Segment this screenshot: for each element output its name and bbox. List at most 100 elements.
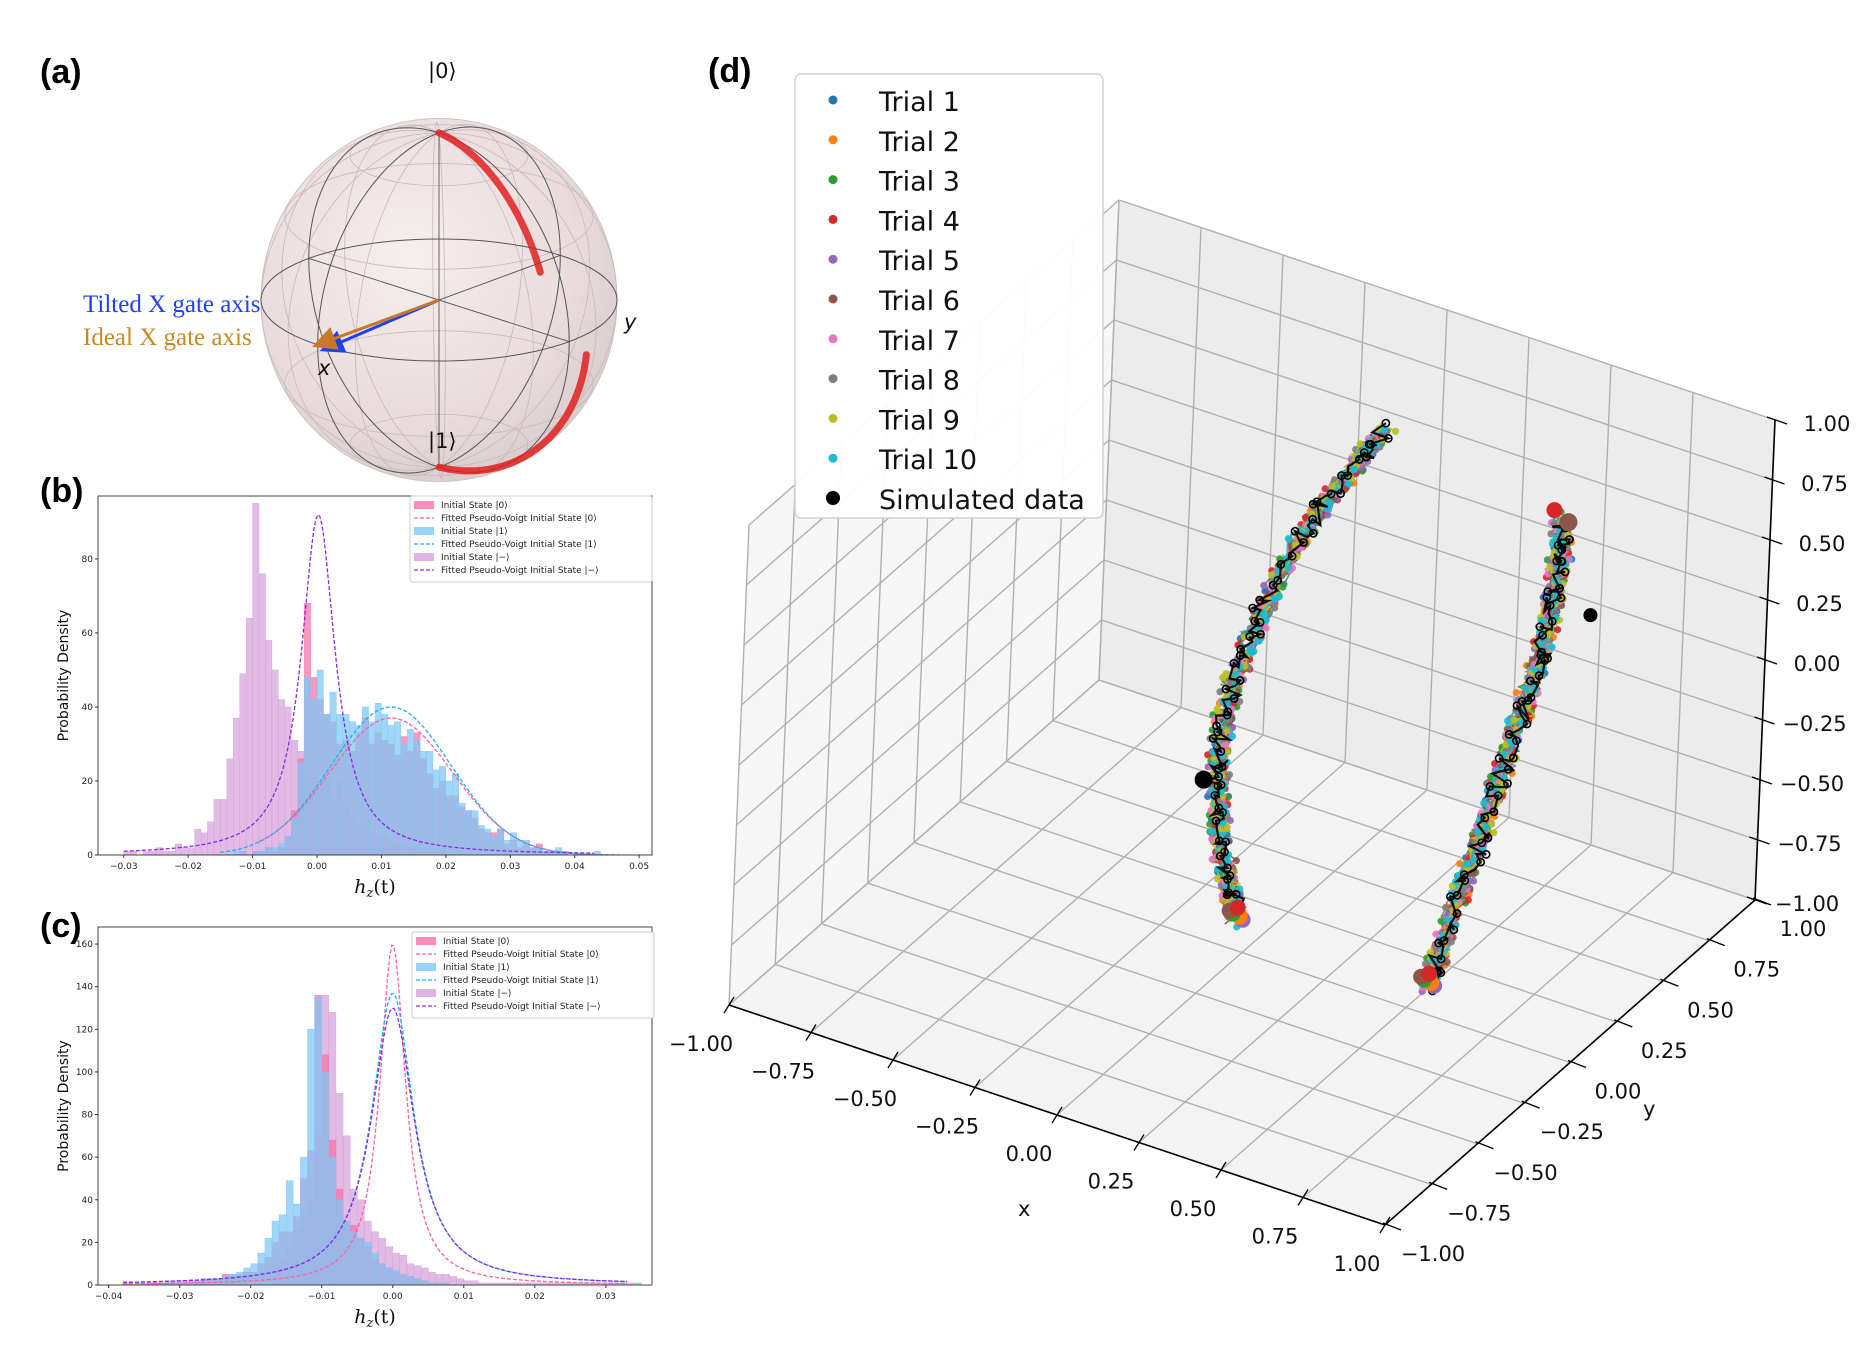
y-tick-label: 160 — [76, 940, 93, 950]
simulated-marker — [1436, 954, 1446, 964]
simulated-marker — [1217, 762, 1227, 772]
hist-bar — [484, 828, 492, 855]
simulated-marker — [1250, 616, 1260, 626]
simulated-marker — [1452, 890, 1462, 900]
legend-label: Trial 1 — [878, 87, 960, 118]
trial-marker — [1208, 827, 1216, 836]
x-tick-mark — [1051, 1106, 1063, 1124]
z-tick-mark — [1754, 716, 1775, 725]
x-tick-mark — [805, 1024, 817, 1041]
z-tick-mark — [1764, 476, 1785, 485]
legend-label: Initial State |−⟩ — [443, 989, 512, 999]
trajectory-upper — [435, 129, 544, 276]
hist-bar — [284, 836, 292, 855]
hist-bar — [226, 758, 234, 855]
z-tick-mark — [1759, 596, 1780, 605]
simulated-marker — [1216, 747, 1226, 756]
grid-floor-y — [1052, 719, 1709, 942]
x-tick-label: 0.01 — [371, 862, 391, 872]
bloch-sphere — [260, 117, 618, 483]
x-tick-label: 0.50 — [1170, 1197, 1217, 1221]
simulated-marker — [1560, 567, 1570, 577]
grid-back-z — [1118, 199, 1776, 421]
trial-marker — [1262, 624, 1270, 632]
x-tick-label: −0.02 — [174, 862, 202, 872]
simulated-marker — [1299, 538, 1309, 547]
legend-label: Trial 6 — [878, 286, 960, 317]
trial-marker — [1275, 593, 1283, 601]
hist-bar — [245, 617, 253, 855]
hist-bar — [364, 1242, 372, 1286]
simulated-marker — [1212, 721, 1221, 731]
y-tick-mark — [1614, 1019, 1633, 1028]
legend-label: Trial 5 — [878, 246, 960, 277]
legend-patch — [414, 527, 434, 535]
trial-marker — [1482, 823, 1490, 831]
simulated-marker — [1511, 736, 1521, 746]
trial-marker — [1222, 669, 1230, 678]
bloch-axis-x-label: x — [317, 356, 331, 380]
legend-label: Trial 3 — [878, 167, 960, 198]
hist-bar — [439, 765, 447, 855]
legend-marker — [828, 334, 838, 344]
hist-bar — [368, 721, 376, 855]
trial-marker — [1228, 705, 1236, 714]
simulated-marker — [1381, 418, 1391, 428]
simulated-marker — [1214, 836, 1224, 846]
grid-left-y — [1098, 199, 1120, 681]
x-tick-label: −0.75 — [751, 1060, 815, 1084]
x-tick-mark — [723, 996, 735, 1014]
hist-bar — [142, 851, 150, 855]
hist-bar — [236, 1272, 244, 1286]
plot-frame — [97, 495, 653, 856]
x-tick-mark — [1379, 1216, 1391, 1234]
y-tick-label: 20 — [82, 1238, 94, 1248]
simulated-marker — [1503, 779, 1512, 788]
simulated-marker — [1555, 583, 1564, 593]
trial-marker — [1442, 904, 1450, 912]
simulated-marker — [1480, 813, 1490, 823]
hist-bar — [300, 1156, 308, 1286]
simulated-marker — [1493, 791, 1503, 801]
y-tick-label: 40 — [82, 1196, 94, 1206]
x-tick-label: 1.00 — [1334, 1252, 1381, 1276]
x-label-h: h — [354, 876, 366, 898]
hist-bar — [323, 714, 331, 855]
bars-group — [123, 503, 620, 855]
hist-bar — [516, 839, 524, 855]
hist-bar — [452, 773, 459, 855]
simulated-marker — [1383, 434, 1393, 443]
hist-bar — [316, 669, 324, 855]
trial-marker — [1522, 684, 1530, 692]
z-tick-label: 1.00 — [1804, 412, 1851, 436]
simulated-marker — [1535, 622, 1545, 632]
hist-bar — [123, 851, 131, 855]
simulated-marker — [1543, 587, 1553, 597]
simulated-marker — [1543, 653, 1553, 663]
x-tick-label: −0.04 — [95, 1292, 123, 1302]
hist-bar — [258, 573, 266, 855]
hist-bar — [413, 1278, 422, 1286]
y-tick-label: 120 — [76, 1025, 93, 1035]
trajectory-start-marker — [1546, 502, 1563, 519]
hist-bar — [284, 706, 292, 855]
simulated-marker — [1552, 556, 1562, 566]
legend-marker — [826, 491, 840, 505]
simulated-marker — [1255, 617, 1265, 627]
hist-legend: Initial State |0⟩ Fitted Pseudo-Voigt Ini… — [409, 495, 653, 583]
simulated-marker — [1225, 871, 1235, 881]
hist-bar — [194, 828, 202, 855]
grid-back-z — [1111, 379, 1768, 601]
x-tick-label: −0.01 — [239, 862, 267, 872]
hist-bar — [239, 851, 247, 855]
hist-bar — [399, 1274, 408, 1286]
legend-marker — [828, 254, 838, 264]
y-tick-label: −0.75 — [1447, 1201, 1511, 1225]
scatter3d-d: −1.00 −1.00 −1.00 −0.75 −0.75 −0.75 −0.50 −0.50… — [669, 199, 1851, 1276]
grid-back-z — [1108, 439, 1766, 661]
simulated-marker — [1525, 676, 1535, 686]
legend-label: Fitted Pseudo-Voigt Initial State |1⟩ — [441, 540, 597, 550]
simulated-marker — [1236, 644, 1246, 654]
simulated-marker — [1439, 936, 1449, 946]
hist-legend: Initial State |0⟩ Fitted Pseudo-Voigt Ini… — [411, 931, 655, 1019]
